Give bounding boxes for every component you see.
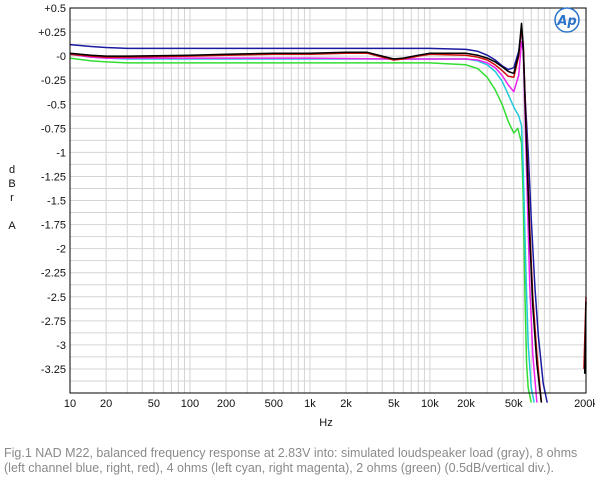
- x-tick-label: 200: [217, 398, 235, 410]
- y-tick-label: -1.5: [47, 196, 66, 208]
- x-tick-label: 200k: [574, 398, 595, 410]
- y-tick-label: -0.75: [41, 123, 66, 135]
- y-tick-label: -1: [56, 147, 66, 159]
- series-line-black: [69, 22, 543, 403]
- y-axis-label-char: d: [9, 164, 15, 176]
- series-line-green: [69, 57, 533, 403]
- series-group: [69, 22, 587, 403]
- y-axis-label-char: A: [8, 220, 16, 232]
- chart-background: [0, 0, 595, 440]
- y-tick-label: -2.75: [41, 316, 66, 328]
- x-tick-label: 2k: [340, 398, 352, 410]
- y-axis-label-char: B: [8, 178, 15, 190]
- x-tick-label: 5k: [388, 398, 400, 410]
- y-tick-label: -2.5: [47, 292, 66, 304]
- x-tick-label: 20: [100, 398, 112, 410]
- x-axis-label: Hz: [319, 417, 332, 429]
- y-tick-label: +0.25: [38, 27, 66, 39]
- y-tick-label: -1.25: [41, 171, 66, 183]
- y-tick-label: -2: [56, 244, 66, 256]
- ap-logo-text: Ap: [556, 14, 576, 29]
- x-tick-label: 100: [181, 398, 199, 410]
- y-tick-label: -0.5: [47, 99, 66, 111]
- x-tick-labels: 10 20 50 100 200 500 1k 2k 5k 10k 20k 50k 200k: [64, 398, 595, 410]
- ap-logo-circle: [554, 7, 580, 33]
- y-tick-label: -1.75: [41, 220, 66, 232]
- ap-logo: Ap: [554, 7, 580, 33]
- y-tick-label: -0: [56, 51, 66, 63]
- series-line-cyan: [69, 53, 535, 403]
- frequency-response-chart: +0.5 +0.25 -0 -0.25 -0.5 -0.75 -1 -1.25 -1.5 -1.7…: [0, 0, 595, 440]
- y-tick-label: +0.5: [44, 3, 66, 15]
- plot-frame: [69, 7, 587, 394]
- figure-caption: Fig.1 NAD M22, balanced frequency respon…: [4, 446, 578, 475]
- x-tick-label: 500: [265, 398, 283, 410]
- y-tick-labels: +0.5 +0.25 -0 -0.25 -0.5 -0.75 -1 -1.25 -1.5 -1.7…: [38, 3, 66, 376]
- y-tick-label: -3.25: [41, 364, 66, 376]
- x-tick-label: 20k: [457, 398, 475, 410]
- x-tick-label: 10: [64, 398, 76, 410]
- y-tick-label: -0.25: [41, 75, 66, 87]
- y-tick-label: -2.25: [41, 268, 66, 280]
- x-tick-label: 1k: [304, 398, 316, 410]
- y-axis-label: dBr A: [8, 164, 16, 232]
- x-tick-label: 10k: [421, 398, 439, 410]
- x-tick-label: 50k: [505, 398, 523, 410]
- x-tick-label: 50: [148, 398, 160, 410]
- y-axis-label-char: r: [10, 192, 14, 204]
- y-tick-label: -3: [56, 340, 66, 352]
